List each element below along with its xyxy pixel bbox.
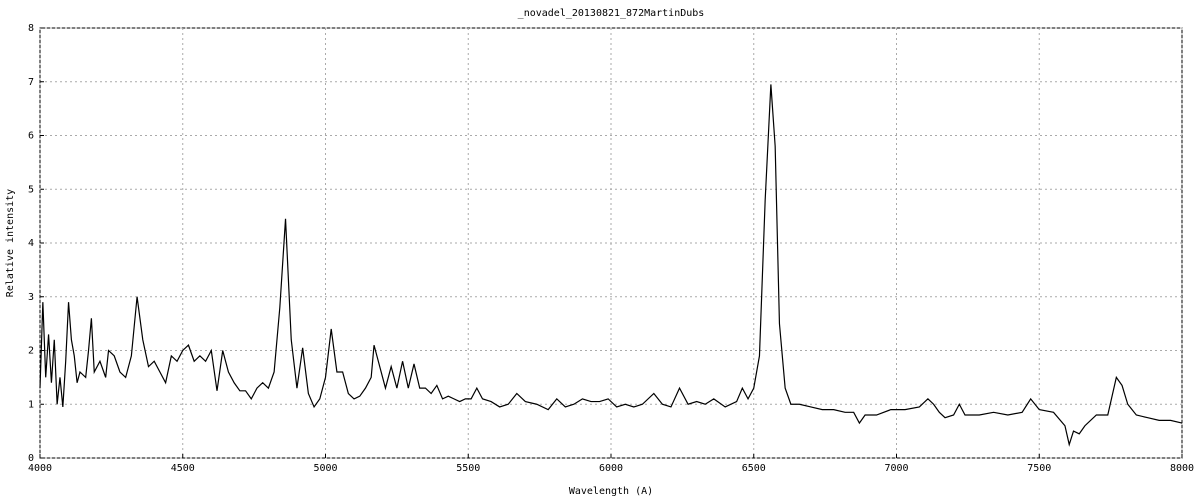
x-tick-label: 6500 <box>742 463 766 474</box>
y-tick-label: 4 <box>28 238 34 249</box>
x-tick-label: 5000 <box>313 463 337 474</box>
x-tick-label: 4500 <box>171 463 195 474</box>
y-tick-label: 6 <box>28 131 34 142</box>
y-tick-label: 3 <box>28 292 34 303</box>
y-tick-label: 7 <box>28 77 34 88</box>
chart-title: _novadel_20130821_872MartinDubs <box>518 8 705 19</box>
y-tick-label: 0 <box>28 453 34 464</box>
x-tick-label: 5500 <box>456 463 480 474</box>
x-tick-label: 4000 <box>28 463 52 474</box>
y-tick-label: 5 <box>28 184 34 195</box>
x-tick-label: 7500 <box>1027 463 1051 474</box>
y-axis-label: Relative intensity <box>5 189 16 297</box>
y-tick-label: 1 <box>28 399 34 410</box>
y-tick-label: 2 <box>28 346 34 357</box>
spectrum-line <box>39 84 1183 447</box>
x-tick-label: 8000 <box>1170 463 1194 474</box>
x-tick-label: 7000 <box>884 463 908 474</box>
x-axis-label: Wavelength (A) <box>569 486 653 497</box>
y-tick-label: 8 <box>28 23 34 34</box>
x-tick-label: 6000 <box>599 463 623 474</box>
